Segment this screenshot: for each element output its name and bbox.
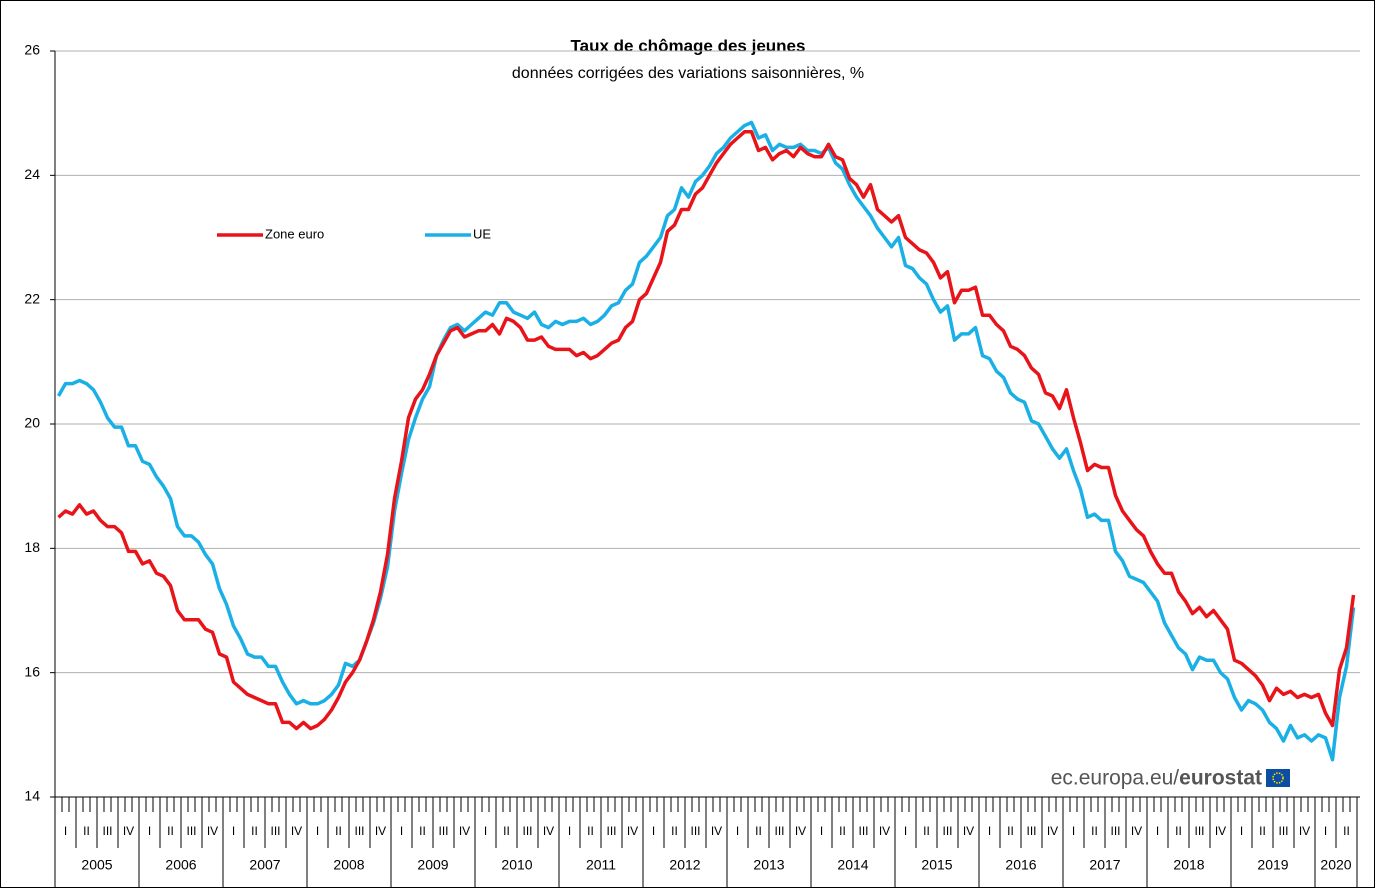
y-tick-label: 16 <box>24 663 40 679</box>
year-label: 2018 <box>1173 857 1204 873</box>
line-series <box>56 120 1356 762</box>
quarter-label: I <box>484 824 487 838</box>
quarter-label: IV <box>1299 824 1310 838</box>
y-tick-label: 14 <box>24 788 40 804</box>
year-label: 2012 <box>669 857 700 873</box>
source: eurostat <box>1179 767 1290 790</box>
quarter-label: I <box>652 824 655 838</box>
quarter-label: II <box>251 824 258 838</box>
quarter-label: IV <box>543 824 554 838</box>
y-tick-label: 22 <box>24 290 40 306</box>
quarter-label: I <box>904 824 907 838</box>
quarter-label: III <box>1026 824 1036 838</box>
quarter-label: II <box>1343 824 1350 838</box>
legend-label: Zone euro <box>265 226 324 241</box>
quarter-label: III <box>942 824 952 838</box>
quarter-label: III <box>438 824 448 838</box>
chart-title: Taux de chômage des jeunes <box>571 36 806 55</box>
year-label: 2005 <box>81 857 112 873</box>
y-tick-label: 18 <box>24 539 40 555</box>
line-series <box>57 130 1356 731</box>
quarter-label: IV <box>1047 824 1058 838</box>
quarter-label: I <box>232 824 235 838</box>
quarter-label: IV <box>1215 824 1226 838</box>
quarter-label: II <box>587 824 594 838</box>
quarter-label: III <box>1194 824 1204 838</box>
source-site: ec.europa.eu/ <box>1051 767 1180 790</box>
quarter-label: II <box>83 824 90 838</box>
quarter-label: II <box>1091 824 1098 838</box>
y-tick-label: 26 <box>24 42 40 58</box>
year-label: 2015 <box>921 857 952 873</box>
quarter-label: I <box>400 824 403 838</box>
quarter-label: IV <box>291 824 302 838</box>
quarter-label: II <box>1259 824 1266 838</box>
legend-label: UE <box>473 226 491 241</box>
quarter-label: III <box>270 824 280 838</box>
quarter-label: IV <box>375 824 386 838</box>
y-tick-label: 20 <box>24 415 40 431</box>
quarter-label: I <box>316 824 319 838</box>
chart-subtitle: données corrigées des variations saisonn… <box>512 65 864 82</box>
year-label: 2014 <box>837 857 868 873</box>
quarter-label: III <box>522 824 532 838</box>
quarter-label: III <box>1278 824 1288 838</box>
year-label: 2009 <box>417 857 448 873</box>
quarter-label: I <box>64 824 67 838</box>
quarter-label: III <box>102 824 112 838</box>
quarter-label: II <box>839 824 846 838</box>
quarter-label: III <box>606 824 616 838</box>
year-label: 2007 <box>249 857 280 873</box>
quarter-label: II <box>1007 824 1014 838</box>
eu-flag <box>1266 769 1290 787</box>
quarter-label: II <box>1175 824 1182 838</box>
source-brand: eurostat <box>1179 767 1262 790</box>
year-label: 2017 <box>1089 857 1120 873</box>
quarter-label: III <box>774 824 784 838</box>
quarter-label: IV <box>711 824 722 838</box>
quarter-label: II <box>335 824 342 838</box>
quarter-label: I <box>1324 824 1327 838</box>
quarter-label: I <box>1156 824 1159 838</box>
quarter-label: II <box>167 824 174 838</box>
year-label: 2019 <box>1257 857 1288 873</box>
year-label: 2011 <box>586 857 616 873</box>
quarter-label: IV <box>207 824 218 838</box>
year-label: 2016 <box>1005 857 1036 873</box>
quarter-label: III <box>858 824 868 838</box>
quarter-label: II <box>755 824 762 838</box>
quarter-label: III <box>354 824 364 838</box>
quarter-label: I <box>148 824 151 838</box>
quarter-label: IV <box>627 824 638 838</box>
quarter-label: IV <box>795 824 806 838</box>
quarter-label: III <box>1110 824 1120 838</box>
year-label: 2006 <box>165 857 196 873</box>
year-label: 2013 <box>753 857 784 873</box>
year-label: 2020 <box>1320 857 1351 873</box>
quarter-label: I <box>1240 824 1243 838</box>
quarter-label: II <box>503 824 510 838</box>
quarter-label: IV <box>459 824 470 838</box>
quarter-label: I <box>988 824 991 838</box>
eu-stars <box>1272 772 1284 784</box>
quarter-label: IV <box>123 824 134 838</box>
quarter-label: II <box>419 824 426 838</box>
quarter-label: IV <box>963 824 974 838</box>
quarter-label: I <box>1072 824 1075 838</box>
year-label: 2010 <box>501 857 532 873</box>
quarter-label: I <box>568 824 571 838</box>
quarter-label: IV <box>879 824 890 838</box>
quarter-label: III <box>690 824 700 838</box>
quarter-label: IV <box>1131 824 1142 838</box>
quarter-label: I <box>736 824 739 838</box>
year-label: 2008 <box>333 857 364 873</box>
quarter-label: II <box>671 824 678 838</box>
quarter-label: III <box>186 824 196 838</box>
y-tick-label: 24 <box>24 166 40 182</box>
quarter-label: I <box>820 824 823 838</box>
quarter-label: II <box>923 824 930 838</box>
